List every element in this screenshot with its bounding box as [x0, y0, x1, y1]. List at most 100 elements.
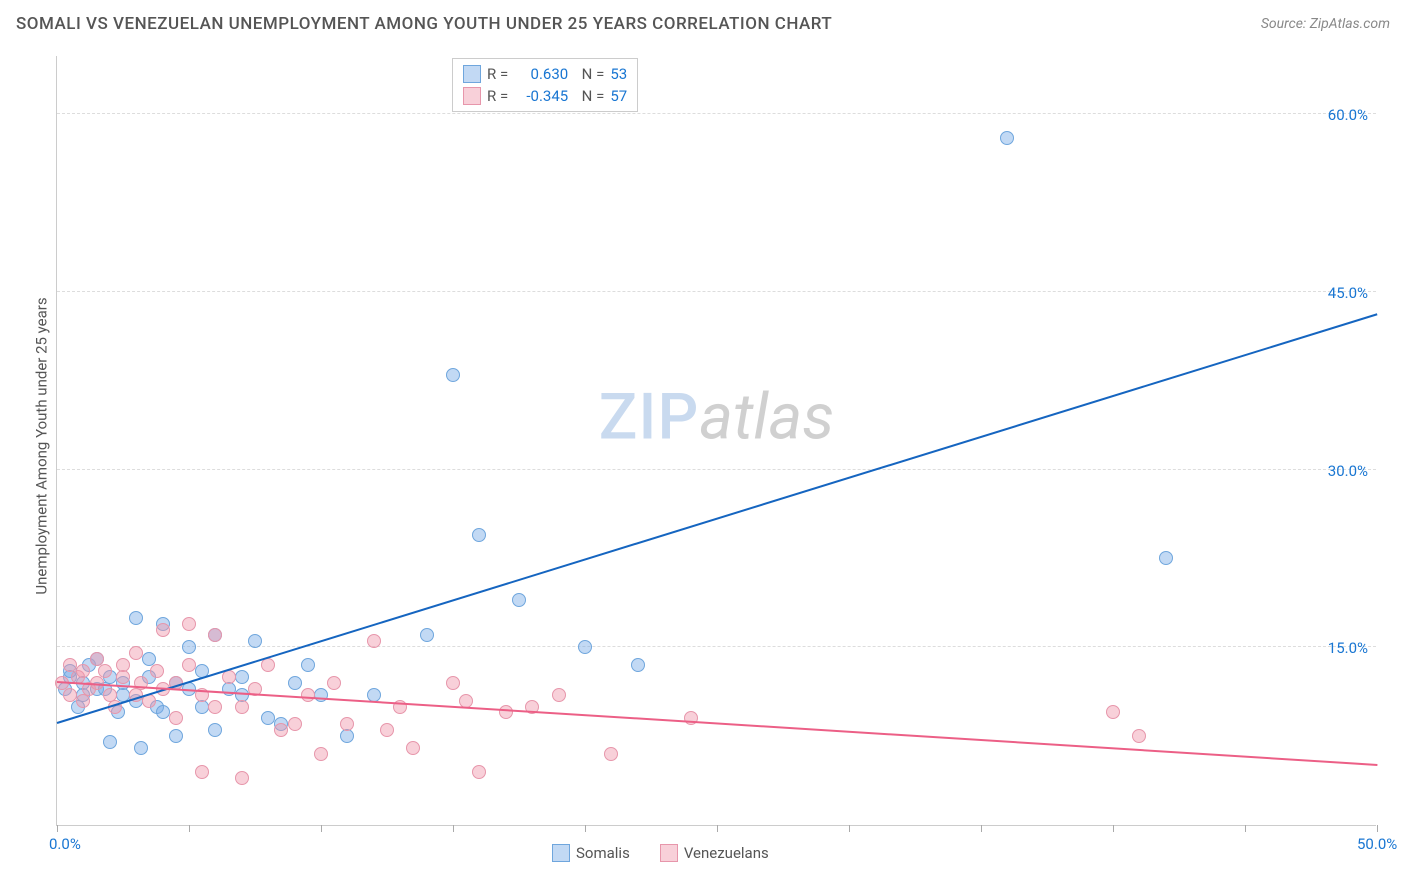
x-tick	[1113, 825, 1114, 832]
legend-row: R = 0.630 N = 53	[463, 63, 627, 85]
trend-line	[57, 314, 1378, 725]
y-axis-label: Unemployment Among Youth under 25 years	[33, 297, 51, 594]
scatter-point	[578, 640, 592, 654]
legend-swatch	[463, 65, 481, 83]
scatter-point	[208, 723, 222, 737]
legend-n-label: N =	[574, 87, 604, 105]
chart-container: SOMALI VS VENEZUELAN UNEMPLOYMENT AMONG …	[0, 0, 1406, 892]
scatter-point	[512, 593, 526, 607]
scatter-point	[1159, 551, 1173, 565]
chart-title: SOMALI VS VENEZUELAN UNEMPLOYMENT AMONG …	[16, 14, 832, 34]
scatter-point	[156, 705, 170, 719]
scatter-point	[169, 711, 183, 725]
scatter-point	[301, 658, 315, 672]
x-tick	[717, 825, 718, 832]
scatter-point	[129, 646, 143, 660]
plot-area: ZIPatlas 15.0%30.0%45.0%60.0%0.0%50.0%	[56, 56, 1376, 826]
scatter-point	[380, 723, 394, 737]
scatter-point	[116, 670, 130, 684]
x-tick	[453, 825, 454, 832]
x-tick	[849, 825, 850, 832]
legend-row: R = -0.345 N = 57	[463, 85, 627, 107]
x-tick	[321, 825, 322, 832]
scatter-point	[288, 717, 302, 731]
scatter-point	[156, 623, 170, 637]
legend-item: Venezuelans	[660, 842, 769, 864]
scatter-point	[301, 688, 315, 702]
x-tick-label: 50.0%	[1357, 835, 1397, 853]
scatter-point	[406, 741, 420, 755]
scatter-point	[472, 765, 486, 779]
scatter-point	[235, 771, 249, 785]
legend-n-value: 57	[610, 87, 627, 105]
scatter-point	[235, 670, 249, 684]
legend-r-value: -0.345	[514, 87, 568, 105]
watermark: ZIPatlas	[599, 380, 835, 455]
scatter-point	[261, 711, 275, 725]
scatter-point	[208, 628, 222, 642]
x-tick	[981, 825, 982, 832]
scatter-point	[472, 528, 486, 542]
scatter-point	[195, 765, 209, 779]
x-tick	[585, 825, 586, 832]
x-tick	[57, 825, 58, 832]
legend-n-label: N =	[574, 65, 604, 83]
scatter-point	[182, 617, 196, 631]
x-tick-label: 0.0%	[49, 835, 81, 853]
scatter-point	[552, 688, 566, 702]
scatter-point	[248, 634, 262, 648]
gridline	[57, 291, 1376, 292]
scatter-point	[604, 747, 618, 761]
correlation-legend: R = 0.630 N = 53R = -0.345 N = 57	[452, 58, 638, 112]
scatter-point	[1000, 131, 1014, 145]
scatter-point	[420, 628, 434, 642]
scatter-point	[327, 676, 341, 690]
scatter-point	[499, 705, 513, 719]
scatter-point	[1106, 705, 1120, 719]
x-tick	[1377, 825, 1378, 832]
scatter-point	[182, 658, 196, 672]
series-legend: Somalis Venezuelans	[552, 842, 769, 864]
legend-swatch	[463, 87, 481, 105]
y-tick-label: 15.0%	[1328, 639, 1368, 657]
y-tick-label: 60.0%	[1328, 106, 1368, 124]
watermark-atlas: atlas	[699, 380, 834, 455]
legend-r-label: R =	[487, 65, 508, 83]
trend-line	[57, 681, 1377, 766]
scatter-point	[103, 735, 117, 749]
scatter-point	[367, 634, 381, 648]
legend-r-label: R =	[487, 87, 508, 105]
y-tick-label: 30.0%	[1328, 462, 1368, 480]
scatter-point	[98, 664, 112, 678]
scatter-point	[1132, 729, 1146, 743]
title-bar: SOMALI VS VENEZUELAN UNEMPLOYMENT AMONG …	[16, 14, 1390, 34]
scatter-point	[631, 658, 645, 672]
legend-item: Somalis	[552, 842, 630, 864]
watermark-zip: ZIP	[599, 380, 700, 455]
scatter-point	[684, 711, 698, 725]
scatter-point	[182, 640, 196, 654]
legend-swatch	[552, 844, 570, 862]
legend-label: Venezuelans	[684, 844, 769, 862]
gridline	[57, 469, 1376, 470]
scatter-point	[446, 368, 460, 382]
scatter-point	[288, 676, 302, 690]
scatter-point	[314, 747, 328, 761]
scatter-point	[129, 611, 143, 625]
legend-n-value: 53	[610, 65, 627, 83]
legend-r-value: 0.630	[514, 65, 568, 83]
scatter-point	[134, 741, 148, 755]
scatter-point	[169, 729, 183, 743]
scatter-point	[446, 676, 460, 690]
y-tick-label: 45.0%	[1328, 284, 1368, 302]
gridline	[57, 113, 1376, 114]
legend-swatch	[660, 844, 678, 862]
scatter-point	[274, 723, 288, 737]
scatter-point	[340, 717, 354, 731]
scatter-point	[235, 700, 249, 714]
scatter-point	[150, 664, 164, 678]
scatter-point	[76, 664, 90, 678]
x-tick	[1245, 825, 1246, 832]
scatter-point	[63, 688, 77, 702]
x-tick	[189, 825, 190, 832]
